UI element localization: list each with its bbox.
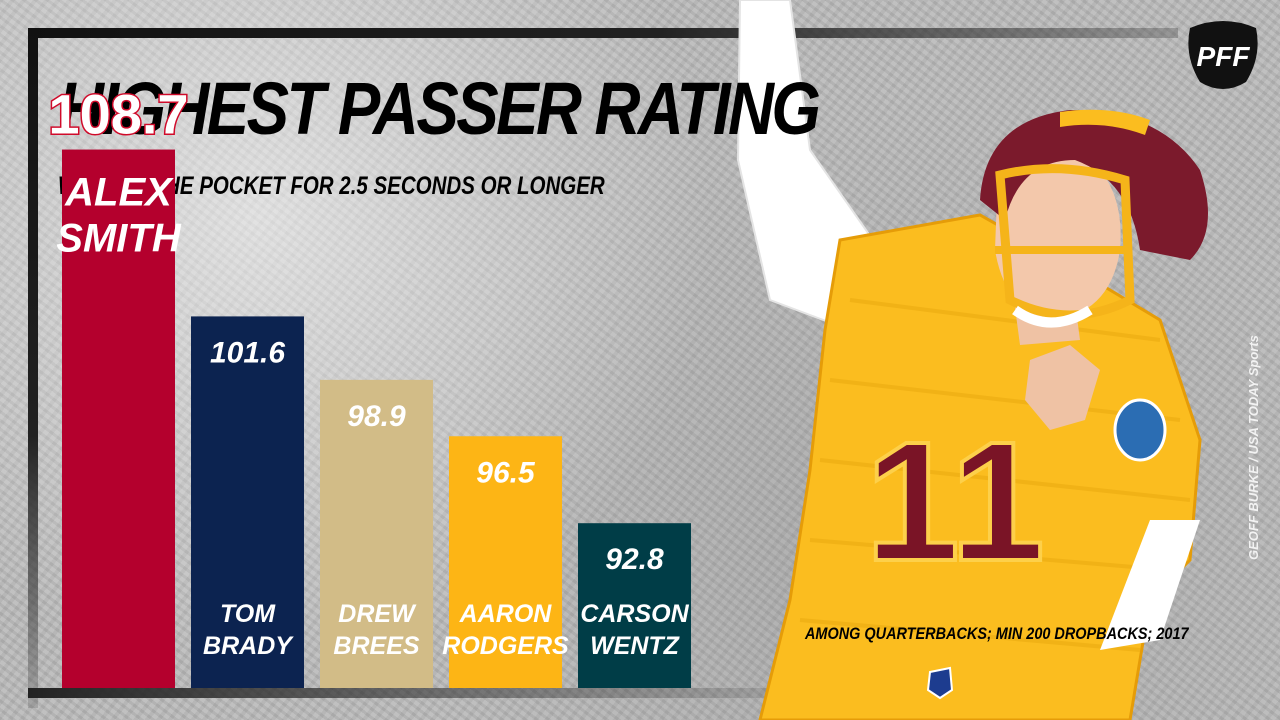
bar-name-label-1-1: ALEX	[64, 171, 174, 215]
bar-name-label-3-1: DREW	[338, 600, 417, 628]
bar-name-label-1-2: SMITH	[56, 217, 182, 261]
bar-name-label-4-2: RODGERS	[442, 632, 569, 660]
pff-logo-icon: PFF	[1188, 21, 1258, 89]
bar-name-label-2-1: TOM	[220, 600, 276, 628]
chart-title: HIGHEST PASSER RATING	[58, 67, 821, 150]
footnote: AMONG QUARTERBACKS; MIN 200 DROPBACKS; 2…	[805, 624, 1189, 643]
bar-5	[578, 523, 691, 688]
bar-value-label-3: 98.9	[347, 400, 406, 433]
bar-2	[191, 316, 304, 688]
bar-name-label-5-2: WENTZ	[590, 632, 681, 660]
bar-value-label-5: 92.8	[605, 543, 664, 576]
bar-value-label-1: 108.7	[48, 83, 188, 146]
frame-top	[28, 28, 1178, 38]
bar-value-label-4: 96.5	[476, 456, 536, 489]
bar-name-label-5-1: CARSON	[580, 600, 689, 628]
bar-3	[320, 379, 433, 688]
bar-name-label-2-2: BRADY	[203, 632, 294, 660]
bar-4	[449, 436, 562, 688]
logo-text: PFF	[1197, 41, 1251, 72]
jersey-number: 11	[865, 407, 1045, 597]
frame-left	[28, 28, 38, 708]
frame-bottom	[28, 688, 808, 698]
bar-name-label-3-2: BREES	[333, 632, 419, 660]
bar-value-label-2: 101.6	[210, 336, 285, 369]
bar-1	[62, 149, 175, 689]
bar-name-label-4-1: AARON	[459, 600, 553, 628]
player-photo: 11	[736, 0, 1208, 720]
